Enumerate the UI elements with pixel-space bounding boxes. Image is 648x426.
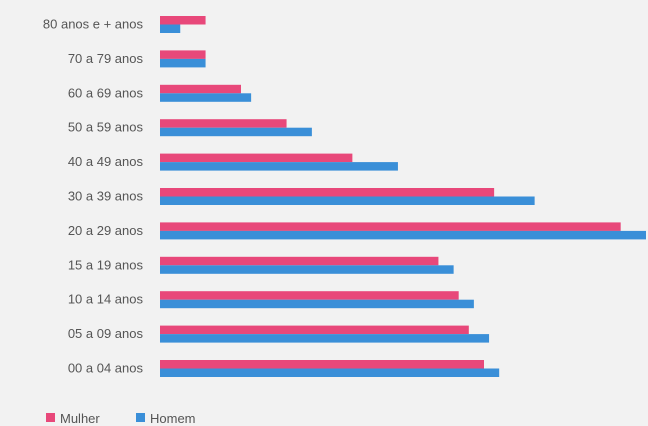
legend-swatch-homem: [136, 413, 145, 422]
category-label: 00 a 04 anos: [68, 361, 144, 376]
category-label: 70 a 79 anos: [68, 51, 144, 66]
category-label: 05 a 09 anos: [68, 326, 144, 341]
bar-homem: [160, 334, 490, 343]
category-label: 40 a 49 anos: [68, 154, 144, 169]
bar-homem: [160, 162, 398, 171]
bar-homem: [160, 24, 181, 33]
bar-mulher: [160, 119, 287, 128]
bar-mulher: [160, 256, 439, 266]
bar-mulher: [160, 188, 495, 197]
bar-mulher: [160, 360, 484, 369]
bar-mulher: [160, 84, 241, 94]
bar-mulher: [160, 16, 206, 25]
category-label: 60 a 69 anos: [68, 85, 144, 100]
bar-homem: [160, 127, 312, 137]
category-label: 30 a 39 anos: [68, 189, 144, 204]
legend-swatch-mulher: [46, 413, 55, 422]
legend: Mulher Homem: [46, 411, 196, 426]
category-label: 50 a 59 anos: [68, 120, 144, 135]
bar-homem: [160, 368, 500, 377]
bar-homem: [160, 299, 474, 309]
bar-homem: [160, 230, 646, 240]
category-label: 80 anos e + anos: [43, 17, 144, 32]
legend-label-mulher: Mulher: [60, 411, 100, 426]
category-labels: 80 anos e + anos 70 a 79 anos 60 a 69 anos…: [43, 17, 144, 376]
bar-mulher: [160, 325, 469, 335]
bar-mulher: [160, 50, 206, 59]
bar-mulher: [160, 153, 353, 163]
category-label: 15 a 19 anos: [68, 257, 144, 272]
bar-homem: [160, 265, 454, 274]
bar-homem: [160, 196, 535, 205]
bar-mulher: [160, 291, 459, 300]
bar-mulher: [160, 222, 621, 231]
category-label: 10 a 14 anos: [68, 292, 144, 307]
category-label: 20 a 29 anos: [68, 223, 144, 238]
bars: [160, 16, 646, 377]
legend-label-homem: Homem: [150, 411, 196, 426]
bar-homem: [160, 58, 206, 68]
bar-homem: [160, 93, 252, 102]
